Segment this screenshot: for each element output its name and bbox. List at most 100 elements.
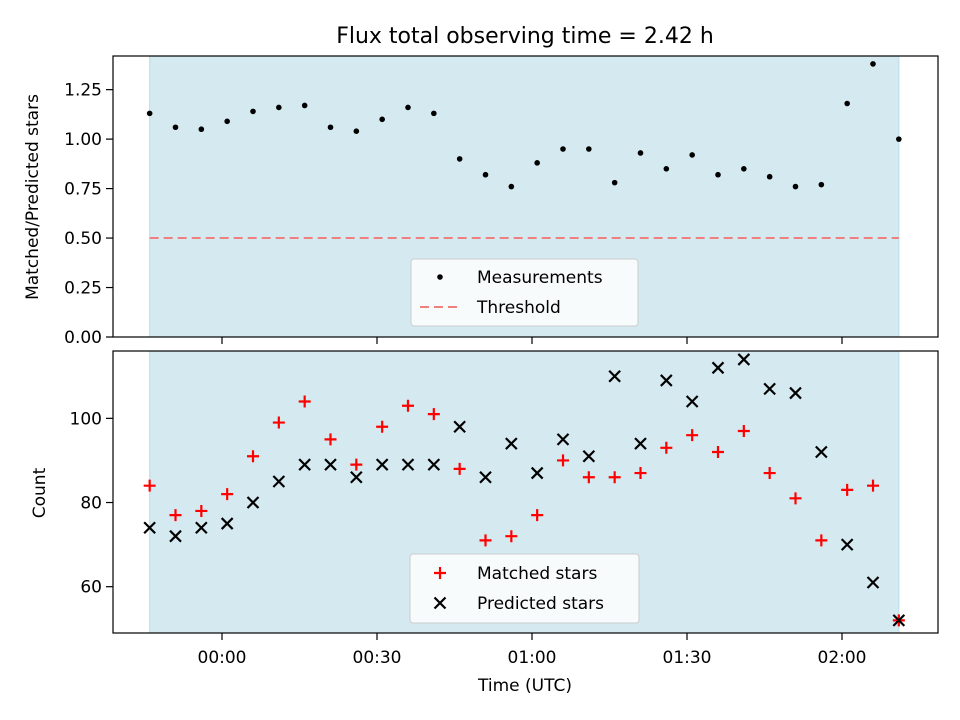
predicted-star-point bbox=[298, 458, 311, 471]
measurement-point bbox=[301, 102, 308, 109]
legend-measurements-marker bbox=[437, 274, 443, 280]
y-tick-label: 60 bbox=[80, 578, 102, 598]
matched-star-point bbox=[453, 462, 466, 475]
x-tick-label: 01:00 bbox=[508, 648, 557, 668]
predicted-star-point bbox=[324, 458, 337, 471]
predicted-star-point bbox=[582, 449, 596, 463]
measurement-point bbox=[353, 128, 360, 134]
matched-star-point bbox=[247, 450, 259, 463]
predicted-star-point bbox=[892, 614, 906, 627]
matched-star-point bbox=[737, 424, 750, 437]
y-tick-label: 0.25 bbox=[64, 279, 102, 299]
matched-star-point bbox=[789, 492, 802, 505]
predicted-star-point bbox=[272, 475, 286, 488]
measurement-point bbox=[250, 108, 256, 115]
measurement-point bbox=[534, 160, 540, 166]
y-tick-label: 1.25 bbox=[64, 81, 102, 101]
matched-star-point bbox=[557, 454, 569, 467]
measurement-point bbox=[224, 118, 230, 125]
matched-star-point bbox=[660, 441, 673, 454]
predicted-star-point bbox=[660, 374, 673, 387]
matched-star-point bbox=[686, 429, 699, 442]
legend-predicted-marker bbox=[433, 596, 447, 610]
measurement-point bbox=[844, 100, 850, 107]
predicted-star-point bbox=[375, 458, 389, 471]
predicted-star-point bbox=[401, 458, 415, 471]
x-tick-label: 02:00 bbox=[818, 648, 867, 668]
legend-matched-marker bbox=[434, 567, 446, 579]
predicted-star-point bbox=[169, 529, 182, 543]
measurement-point bbox=[689, 152, 695, 158]
measurement-point bbox=[172, 124, 179, 131]
measurement-point bbox=[276, 104, 282, 111]
predicted-star-point bbox=[685, 395, 699, 408]
measurement-point bbox=[198, 126, 205, 133]
matched-star-point bbox=[195, 504, 208, 517]
measurement-point bbox=[405, 104, 411, 111]
predicted-star-point bbox=[195, 521, 208, 535]
measurement-point bbox=[818, 181, 825, 188]
top-legend: Measurements Threshold bbox=[410, 258, 639, 327]
predicted-star-point bbox=[453, 420, 466, 434]
matched-star-point bbox=[324, 433, 337, 446]
predicted-star-point bbox=[608, 369, 621, 383]
x-tick-label: 00:30 bbox=[353, 648, 402, 668]
matched-star-point bbox=[169, 509, 182, 522]
matched-star-point bbox=[221, 488, 234, 501]
measurement-point bbox=[663, 165, 670, 172]
bottom-x-axis-label: Time (UTC) bbox=[477, 676, 572, 696]
top-x-axis-ticks bbox=[221, 337, 843, 344]
matched-star-point bbox=[841, 483, 854, 496]
y-tick-label: 1.00 bbox=[64, 130, 102, 150]
matched-star-point bbox=[608, 471, 621, 484]
measurement-point bbox=[456, 156, 463, 162]
y-tick-label: 0.00 bbox=[64, 328, 102, 348]
measurement-point bbox=[146, 110, 153, 117]
measurement-point bbox=[508, 183, 515, 190]
top-y-axis-label: Matched/Predicted stars bbox=[23, 94, 43, 300]
predicted-star-point bbox=[840, 538, 854, 551]
y-tick-label: 0.75 bbox=[64, 180, 102, 200]
measurement-point bbox=[766, 173, 773, 180]
legend-measurements-label: Measurements bbox=[477, 268, 603, 288]
predicted-star-point bbox=[789, 386, 802, 400]
top-axes-frame bbox=[112, 55, 939, 338]
matched-star-point bbox=[402, 399, 414, 412]
matched-star-point bbox=[376, 420, 389, 433]
top-panel: Flux total observing time = 2.42 h 0.000… bbox=[23, 24, 939, 348]
measurement-point bbox=[379, 116, 385, 123]
bottom-axes-frame bbox=[112, 350, 939, 634]
matched-star-point bbox=[867, 479, 879, 492]
y-tick-label: 100 bbox=[70, 409, 102, 429]
measurement-point bbox=[715, 171, 721, 178]
top-y-axis-ticks: 0.00 0.25 0.50 0.75 1.00 1.25 bbox=[64, 81, 113, 348]
top-legend-box bbox=[410, 258, 639, 327]
matched-star-point bbox=[815, 534, 828, 547]
predicted-star-point bbox=[737, 353, 751, 366]
legend-predicted-label: Predicted stars bbox=[477, 594, 604, 614]
predicted-star-point bbox=[763, 382, 776, 396]
predicted-star-point bbox=[530, 466, 544, 480]
x-tick-label: 00:00 bbox=[198, 648, 247, 668]
matched-star-point bbox=[505, 530, 518, 543]
predicted-star-point bbox=[634, 437, 647, 450]
predicted-star-point bbox=[866, 576, 880, 589]
matched-star-point bbox=[350, 458, 363, 471]
predicted-star-point bbox=[350, 470, 363, 484]
measurement-point bbox=[896, 136, 902, 142]
predicted-star-point bbox=[246, 496, 260, 509]
matched-star-point bbox=[479, 534, 492, 547]
measurement-point bbox=[611, 179, 618, 186]
measurement-points bbox=[146, 61, 902, 190]
matched-stars-points bbox=[143, 395, 905, 627]
predicted-star-point bbox=[505, 437, 518, 450]
matched-star-point bbox=[298, 395, 311, 408]
matched-star-point bbox=[712, 446, 724, 459]
predicted-star-point bbox=[220, 517, 234, 530]
matched-star-point bbox=[143, 479, 156, 492]
matched-star-point bbox=[634, 467, 647, 480]
predicted-star-point bbox=[143, 521, 156, 535]
bottom-y-axis-label: Count bbox=[30, 467, 50, 518]
